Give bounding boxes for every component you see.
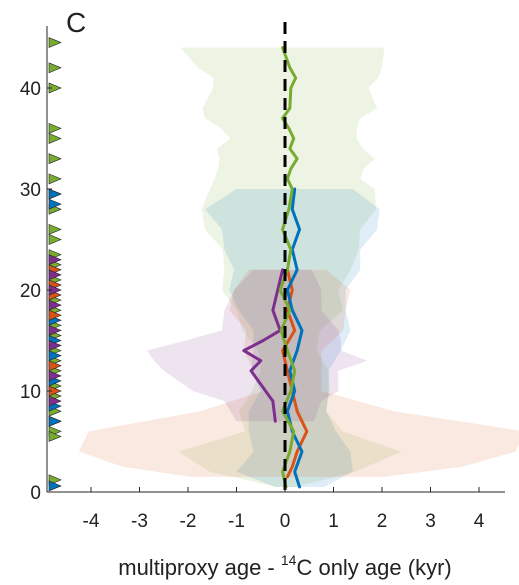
x-tick-label: -1 bbox=[228, 511, 245, 532]
tie-point-marker bbox=[48, 480, 62, 492]
uncertainty-band-4 bbox=[146, 269, 368, 422]
tie-point-marker bbox=[48, 62, 62, 74]
tie-point-marker bbox=[48, 133, 62, 144]
x-tick-label: 0 bbox=[280, 511, 291, 532]
y-tick-label: 20 bbox=[20, 281, 41, 302]
x-tick-label: -4 bbox=[83, 511, 100, 532]
x-tick-label: 3 bbox=[425, 511, 436, 532]
x-tick-label: -2 bbox=[180, 511, 197, 532]
tie-point-marker bbox=[48, 188, 62, 200]
x-tick-label: -3 bbox=[131, 511, 148, 532]
x-axis-label: multiproxy age - 14C only age (kyr) bbox=[118, 552, 451, 580]
tie-point-marker bbox=[48, 431, 62, 442]
y-tick-label: 10 bbox=[20, 382, 41, 403]
tie-point-marker bbox=[48, 122, 62, 134]
tie-point-marker bbox=[48, 153, 62, 165]
y-tick-label: 30 bbox=[20, 180, 41, 201]
tie-point-marker bbox=[48, 370, 62, 382]
tie-point-marker bbox=[48, 223, 62, 235]
tie-point-marker bbox=[48, 299, 62, 311]
tie-point-marker bbox=[48, 415, 62, 427]
uncertainty-bands bbox=[78, 47, 519, 487]
x-tick-label: 1 bbox=[328, 511, 339, 532]
y-tick-label: 40 bbox=[20, 79, 41, 100]
series-line-2 bbox=[285, 187, 304, 489]
tie-point-marker bbox=[48, 254, 62, 266]
tie-point-marker bbox=[48, 360, 62, 372]
uncertainty-band-3 bbox=[78, 269, 519, 477]
tie-point-marker bbox=[48, 350, 62, 362]
tie-point-marker bbox=[48, 395, 62, 407]
panel-label: C bbox=[66, 7, 86, 38]
tie-point-marker bbox=[48, 198, 62, 210]
x-tick-label: 2 bbox=[377, 511, 388, 532]
tie-point-marker bbox=[48, 324, 62, 336]
tie-point-marker bbox=[48, 173, 62, 185]
tie-point-markers bbox=[48, 37, 62, 492]
tie-point-marker bbox=[48, 340, 62, 351]
uncertainty-band-2 bbox=[204, 189, 380, 487]
tie-point-marker bbox=[48, 234, 62, 245]
y-tick-label: 0 bbox=[30, 483, 41, 504]
y-axis-ticks: 0 10 20 30 40 bbox=[20, 79, 52, 504]
series-line-4 bbox=[242, 268, 285, 423]
tie-point-marker bbox=[48, 309, 62, 321]
tie-point-marker bbox=[48, 269, 62, 281]
x-axis-ticks: -4 -3 -2 -1 0 1 2 3 4 bbox=[83, 487, 485, 532]
uncertainty-band-1 bbox=[178, 47, 402, 487]
tie-point-marker bbox=[48, 37, 62, 48]
x-tick-label: 4 bbox=[474, 511, 485, 532]
